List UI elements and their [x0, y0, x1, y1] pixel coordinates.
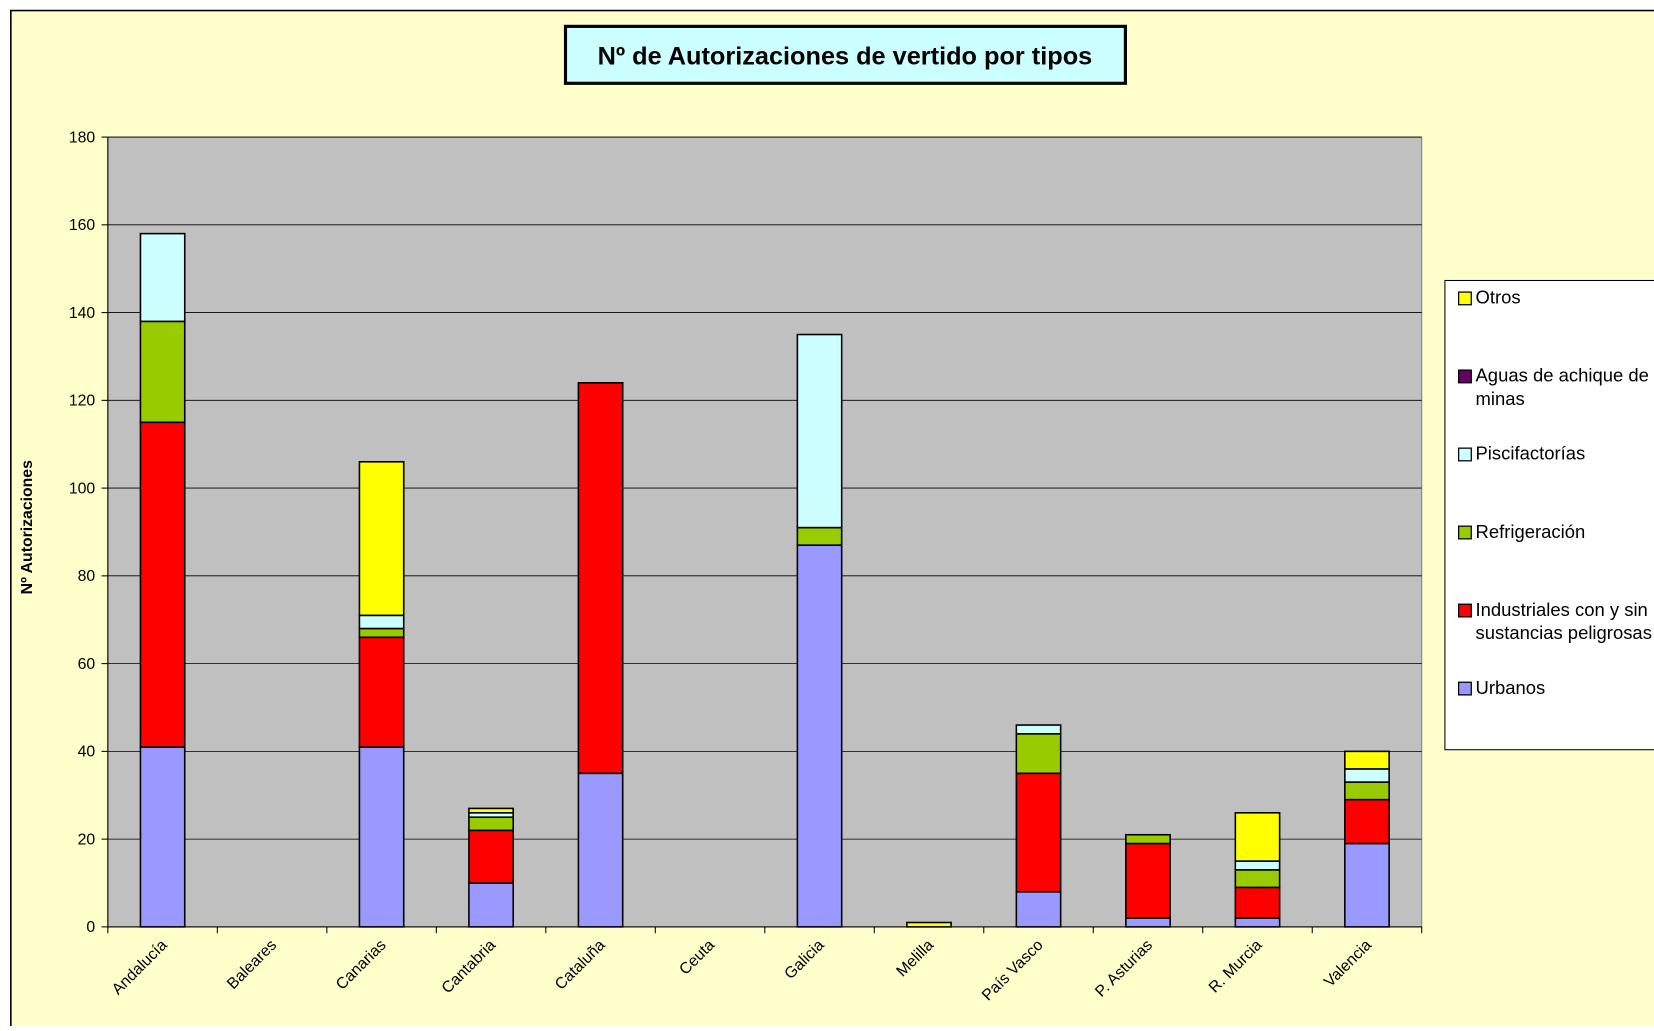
legend-label-box: Refrigeración: [1475, 520, 1586, 542]
bar-segment: [358, 636, 405, 748]
y-tick-label: 120: [69, 393, 96, 410]
bar-segment: [1344, 768, 1390, 783]
bar-segment: [1125, 917, 1171, 928]
legend-swatch: [1457, 291, 1472, 306]
legend-label: Refrigeración: [1475, 520, 1586, 542]
legend-box: [1444, 279, 1654, 751]
bar-segment: [139, 421, 186, 748]
legend-label-box: Otros: [1475, 286, 1521, 308]
y-tick-label: 160: [69, 217, 96, 234]
bar-segment: [468, 882, 514, 928]
bar-segment: [577, 382, 624, 775]
bar-segment: [468, 807, 514, 814]
legend-swatch: [1457, 603, 1472, 618]
bar-segment: [1125, 833, 1171, 845]
legend-label: Industriales con y sin sustancias peligr…: [1475, 598, 1652, 644]
bar-segment: [1344, 798, 1390, 845]
y-tick-label: 180: [69, 129, 96, 146]
bar-segment: [1234, 917, 1281, 928]
legend-label: Aguas de achique de minas: [1475, 364, 1649, 410]
bar-segment: [1344, 781, 1390, 801]
bar-segment: [796, 333, 843, 529]
bar-segment: [1344, 750, 1390, 770]
legend-swatch: [1457, 681, 1472, 696]
bar-segment: [906, 921, 952, 928]
bar-segment: [468, 816, 514, 832]
legend-label: Urbanos: [1475, 676, 1546, 699]
bar-segment: [358, 746, 405, 928]
plot-area: [107, 136, 1423, 928]
y-tick-label: 140: [69, 305, 96, 322]
bar-segment: [577, 772, 624, 928]
bar-segment: [358, 614, 405, 630]
y-tick-label: 40: [78, 744, 96, 761]
bar-segment: [1015, 890, 1062, 928]
bar-segment: [1015, 772, 1062, 893]
bar-segment: [796, 526, 843, 546]
legend-label-box: Piscifactorías: [1475, 442, 1586, 464]
legend-swatch: [1457, 369, 1472, 384]
legend-swatch: [1457, 447, 1472, 462]
bar-segment: [139, 232, 186, 323]
y-tick-label: 0: [86, 919, 95, 936]
legend-label-box: Industriales con y sin sustancias peligr…: [1475, 598, 1652, 644]
bar-segment: [1344, 842, 1390, 928]
y-tick-label: 100: [69, 480, 96, 497]
bar-segment: [358, 627, 405, 639]
bar-segment: [358, 460, 405, 617]
bar-segment: [1234, 886, 1281, 919]
y-tick-label: 20: [78, 831, 96, 848]
bar-segment: [1234, 812, 1281, 862]
bar-segment: [1015, 733, 1062, 775]
legend-label: Piscifactorías: [1475, 442, 1586, 464]
bar-segment: [1234, 869, 1281, 889]
bar-segment: [1015, 724, 1062, 735]
legend-label: Otros: [1475, 286, 1521, 308]
y-axis-label: Nº Autorizaciones: [19, 460, 36, 594]
bar-segment: [1125, 842, 1171, 919]
title-box: [563, 24, 1127, 85]
bar-segment: [796, 544, 843, 928]
y-tick-label: 60: [78, 656, 96, 673]
legend-label-box: Aguas de achique de minas: [1475, 364, 1649, 410]
chart-title: Nº de Autorizaciones de vertido por tipo…: [598, 42, 1093, 70]
y-tick-label: 80: [78, 568, 96, 585]
legend-swatch: [1457, 525, 1472, 540]
bar-segment: [1234, 860, 1281, 871]
legend-label-box: Urbanos: [1475, 676, 1546, 699]
bar-segment: [468, 829, 514, 884]
bar-segment: [139, 320, 186, 424]
bar-segment: [139, 746, 186, 928]
